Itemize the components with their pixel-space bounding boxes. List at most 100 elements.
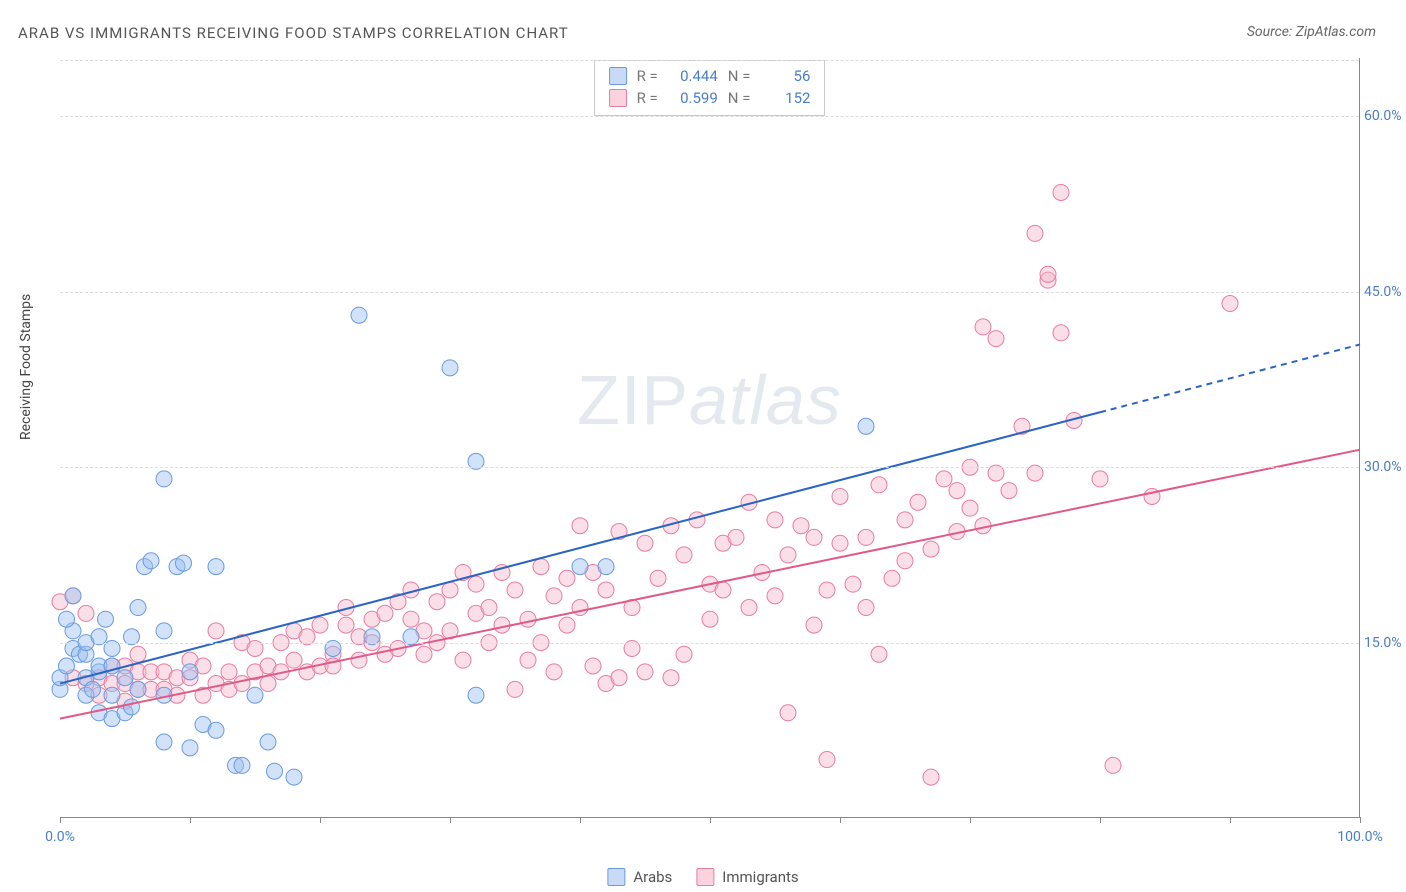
- legend: Arabs Immigrants: [607, 868, 798, 886]
- data-point: [247, 687, 263, 703]
- data-point: [260, 734, 276, 750]
- stats-row-immigrants: R = 0.599 N = 152: [609, 87, 811, 109]
- x-tick-label: 100.0%: [1337, 829, 1382, 845]
- data-point: [858, 418, 874, 434]
- y-tick-label: 30.0%: [1364, 459, 1406, 475]
- data-point: [403, 611, 419, 627]
- data-point: [234, 676, 250, 692]
- legend-label-arabs: Arabs: [633, 868, 672, 886]
- data-point: [663, 670, 679, 686]
- data-point: [897, 512, 913, 528]
- data-point: [871, 477, 887, 493]
- stats-box: R = 0.444 N = 56 R = 0.599 N = 152: [594, 60, 826, 116]
- data-point: [468, 687, 484, 703]
- data-point: [208, 722, 224, 738]
- data-point: [702, 611, 718, 627]
- data-point: [819, 582, 835, 598]
- data-point: [182, 664, 198, 680]
- data-point: [176, 555, 192, 571]
- data-point: [559, 617, 575, 633]
- data-point: [806, 529, 822, 545]
- data-point: [611, 670, 627, 686]
- data-point: [780, 705, 796, 721]
- data-point: [923, 769, 939, 785]
- data-point: [819, 752, 835, 768]
- data-point: [741, 600, 757, 616]
- data-point: [98, 611, 114, 627]
- x-tick-label: 0.0%: [45, 829, 75, 845]
- data-point: [949, 483, 965, 499]
- data-point: [104, 687, 120, 703]
- data-point: [676, 646, 692, 662]
- data-point: [1092, 471, 1108, 487]
- data-point: [637, 664, 653, 680]
- data-point: [286, 652, 302, 668]
- data-point: [85, 681, 101, 697]
- data-point: [182, 740, 198, 756]
- data-point: [910, 494, 926, 510]
- data-point: [559, 570, 575, 586]
- data-point: [124, 699, 140, 715]
- data-point: [130, 646, 146, 662]
- trend-line: [60, 450, 1360, 719]
- swatch-blue-icon: [609, 67, 627, 85]
- legend-item-arabs: Arabs: [607, 868, 672, 886]
- data-point: [832, 535, 848, 551]
- data-point: [715, 582, 731, 598]
- n-value-arabs: 56: [760, 65, 810, 87]
- data-point: [520, 611, 536, 627]
- data-point: [767, 512, 783, 528]
- data-point: [234, 757, 250, 773]
- data-point: [156, 734, 172, 750]
- data-point: [546, 588, 562, 604]
- data-point: [156, 471, 172, 487]
- chart-container: ARAB VS IMMIGRANTS RECEIVING FOOD STAMPS…: [0, 0, 1406, 892]
- data-point: [975, 319, 991, 335]
- data-point: [871, 646, 887, 662]
- data-point: [481, 600, 497, 616]
- data-point: [468, 576, 484, 592]
- data-point: [377, 605, 393, 621]
- data-point: [455, 652, 471, 668]
- data-point: [650, 570, 666, 586]
- data-point: [598, 582, 614, 598]
- data-point: [923, 541, 939, 557]
- plot-svg: [60, 58, 1359, 817]
- y-tick-label: 45.0%: [1364, 284, 1406, 300]
- data-point: [1053, 325, 1069, 341]
- data-point: [442, 582, 458, 598]
- plot-area: ZIPatlas R = 0.444 N = 56 R = 0.599 N = …: [60, 58, 1360, 818]
- data-point: [130, 600, 146, 616]
- data-point: [793, 518, 809, 534]
- data-point: [351, 307, 367, 323]
- data-point: [780, 547, 796, 563]
- data-point: [416, 646, 432, 662]
- y-axis-label: Receiving Food Stamps: [18, 294, 34, 440]
- trend-line-dashed: [1100, 344, 1360, 412]
- data-point: [65, 588, 81, 604]
- data-point: [59, 658, 75, 674]
- data-point: [936, 471, 952, 487]
- source-label: Source: ZipAtlas.com: [1247, 24, 1376, 40]
- data-point: [1105, 757, 1121, 773]
- data-point: [585, 658, 601, 674]
- y-tick-label: 60.0%: [1364, 108, 1406, 124]
- data-point: [572, 518, 588, 534]
- data-point: [637, 535, 653, 551]
- r-value-arabs: 0.444: [668, 65, 718, 87]
- data-point: [598, 559, 614, 575]
- data-point: [858, 600, 874, 616]
- data-point: [208, 559, 224, 575]
- data-point: [533, 559, 549, 575]
- data-point: [845, 576, 861, 592]
- data-point: [338, 617, 354, 633]
- data-point: [442, 360, 458, 376]
- data-point: [312, 617, 328, 633]
- r-value-immigrants: 0.599: [668, 87, 718, 109]
- data-point: [1040, 266, 1056, 282]
- data-point: [260, 676, 276, 692]
- data-point: [78, 605, 94, 621]
- chart-title: ARAB VS IMMIGRANTS RECEIVING FOOD STAMPS…: [18, 24, 569, 42]
- data-point: [267, 763, 283, 779]
- data-point: [156, 623, 172, 639]
